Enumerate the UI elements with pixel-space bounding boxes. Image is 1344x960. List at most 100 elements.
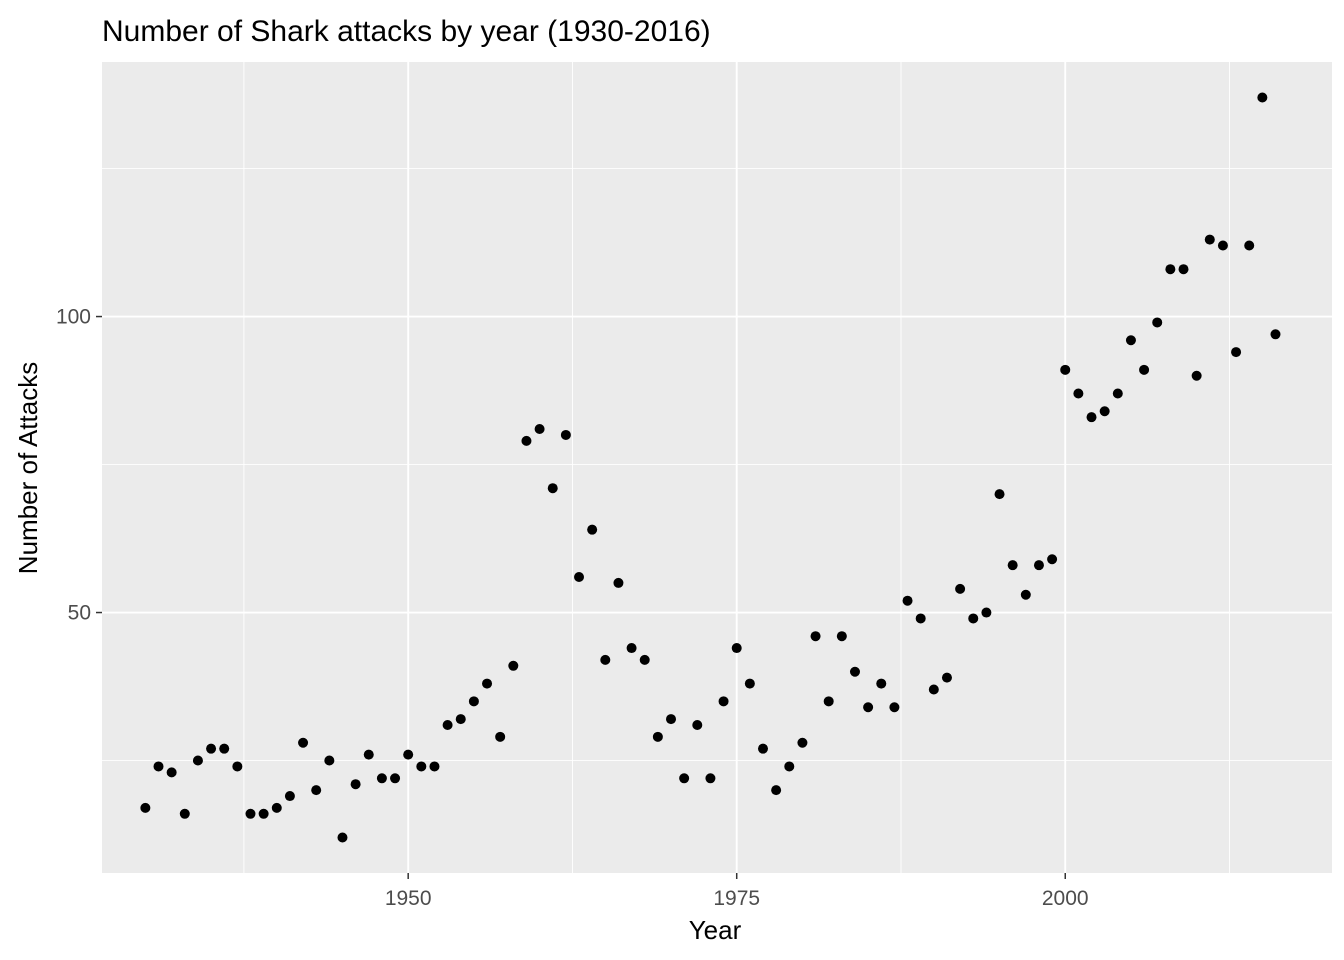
data-point (560, 429, 571, 440)
y-axis-title: Number of Attacks (13, 362, 43, 574)
data-point (140, 802, 151, 813)
data-point (928, 684, 939, 695)
data-point (337, 832, 348, 843)
data-point (455, 714, 466, 725)
data-point (1060, 364, 1071, 375)
data-point (771, 785, 782, 796)
plot-panel (102, 62, 1332, 873)
data-point (718, 696, 729, 707)
data-point (587, 524, 598, 535)
x-axis-title: Year (689, 915, 742, 945)
data-point (705, 773, 716, 784)
data-points (140, 92, 1281, 843)
data-point (600, 654, 611, 665)
data-point (744, 678, 755, 689)
data-point (1125, 335, 1136, 346)
data-point (468, 696, 479, 707)
data-point (271, 802, 282, 813)
data-point (390, 773, 401, 784)
data-point (941, 672, 952, 683)
data-point (284, 791, 295, 802)
data-point (416, 761, 427, 772)
data-point (508, 660, 519, 671)
data-point (166, 767, 177, 778)
data-point (1244, 240, 1255, 251)
data-point (1007, 560, 1018, 571)
data-point (258, 808, 269, 819)
data-point (1204, 234, 1215, 245)
data-point (836, 631, 847, 642)
data-point (1033, 560, 1044, 571)
data-point (350, 779, 361, 790)
data-point (1112, 388, 1123, 399)
data-point (889, 702, 900, 713)
grid-minor-lines (102, 62, 1332, 873)
x-tick-label: 1950 (385, 887, 432, 910)
data-point (192, 755, 203, 766)
data-point (298, 737, 309, 748)
data-point (849, 666, 860, 677)
y-axis-ticks: 50 100 (56, 306, 102, 625)
data-point (1139, 364, 1150, 375)
data-point (797, 737, 808, 748)
data-point (731, 643, 742, 654)
data-point (363, 749, 374, 760)
data-point (823, 696, 834, 707)
data-point (981, 607, 992, 618)
grid-major-lines (102, 62, 1332, 873)
data-point (863, 702, 874, 713)
data-point (1047, 554, 1058, 565)
data-point (547, 483, 558, 494)
y-tick-label: 50 (68, 602, 91, 625)
data-point (403, 749, 414, 760)
data-point (429, 761, 440, 772)
data-point (1270, 329, 1281, 340)
data-point (915, 613, 926, 624)
data-point (757, 743, 768, 754)
chart-title: Number of Shark attacks by year (1930-20… (102, 15, 711, 48)
data-point (442, 720, 453, 731)
data-point (376, 773, 387, 784)
data-point (968, 613, 979, 624)
y-tick-label: 100 (56, 306, 91, 329)
data-point (784, 761, 795, 772)
data-point (902, 595, 913, 606)
data-point (311, 785, 322, 796)
data-point (495, 731, 506, 742)
data-point (955, 583, 966, 594)
data-point (626, 643, 637, 654)
data-point (206, 743, 217, 754)
data-point (1152, 317, 1163, 328)
data-point (521, 435, 532, 446)
data-point (613, 577, 624, 588)
data-point (574, 572, 585, 583)
data-point (219, 743, 230, 754)
data-point (1231, 347, 1242, 358)
data-point (652, 731, 663, 742)
data-point (1257, 92, 1268, 103)
data-point (679, 773, 690, 784)
data-point (179, 808, 190, 819)
data-point (245, 808, 256, 819)
data-point (482, 678, 493, 689)
data-point (1020, 589, 1031, 600)
data-point (1217, 240, 1228, 251)
data-point (666, 714, 677, 725)
data-point (324, 755, 335, 766)
data-point (1086, 412, 1097, 423)
data-point (810, 631, 821, 642)
data-point (1099, 406, 1110, 417)
data-point (876, 678, 887, 689)
data-point (534, 424, 545, 435)
data-point (153, 761, 164, 772)
data-point (1165, 264, 1176, 275)
data-point (639, 654, 650, 665)
data-point (1073, 388, 1084, 399)
data-point (994, 489, 1005, 500)
x-tick-label: 2000 (1042, 887, 1089, 910)
data-point (1178, 264, 1189, 275)
data-point (1191, 370, 1202, 381)
data-point (692, 720, 703, 731)
x-tick-label: 1975 (713, 887, 760, 910)
